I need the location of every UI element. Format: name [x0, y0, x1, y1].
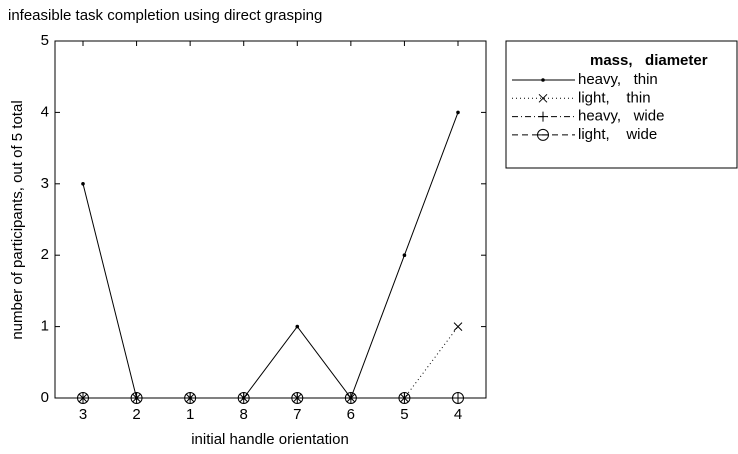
- x-axis-label: initial handle orientation: [191, 431, 349, 448]
- marker: [184, 392, 197, 404]
- legend-marker: [537, 128, 549, 141]
- marker: [130, 392, 143, 404]
- marker: [453, 322, 463, 331]
- marker-dot: [456, 110, 460, 115]
- marker: [237, 392, 250, 404]
- legend-label: heavy, thin: [578, 71, 658, 88]
- marker-stroke: [453, 322, 463, 331]
- y-tick-label: 5: [41, 32, 49, 49]
- legend-header: mass, diameter: [590, 52, 708, 69]
- x-tick-label: 6: [347, 406, 355, 423]
- x-tick-label: 5: [400, 406, 408, 423]
- marker: [295, 324, 300, 329]
- marker-dot: [295, 324, 300, 329]
- marker: [291, 392, 304, 404]
- x-tick-label: 2: [132, 406, 140, 423]
- marker-dot: [81, 182, 85, 186]
- x-tick-label: 1: [186, 406, 194, 423]
- marker: [77, 392, 89, 404]
- legend-label: light, wide: [578, 126, 657, 143]
- legend-marker: [538, 111, 548, 122]
- chart-title: infeasible task completion using direct …: [8, 7, 322, 24]
- marker-dot: [402, 253, 407, 257]
- x-tick-label: 7: [293, 406, 301, 423]
- legend-box: [505, 40, 738, 169]
- y-tick-label: 0: [41, 389, 49, 406]
- x-tick-label: 4: [454, 406, 462, 423]
- marker-stroke: [538, 93, 548, 103]
- legend-label: light, thin: [578, 89, 651, 106]
- legend-label: heavy, wide: [578, 108, 664, 125]
- marker: [344, 392, 357, 404]
- y-tick-label: 3: [41, 175, 49, 192]
- y-axis-label: number of participants, out of 5 total: [9, 100, 26, 339]
- legend-marker: [538, 93, 548, 103]
- marker: [398, 392, 411, 404]
- y-tick-label: 1: [41, 318, 49, 335]
- marker: [81, 182, 85, 186]
- y-tick-label: 4: [41, 103, 49, 120]
- x-tick-label: 3: [79, 406, 87, 423]
- series-line: [82, 112, 459, 400]
- marker: [452, 392, 464, 404]
- marker-dot: [541, 78, 545, 82]
- y-tick-label: 2: [41, 246, 49, 263]
- x-tick-label: 8: [240, 406, 248, 423]
- marker: [456, 110, 460, 115]
- legend-marker: [541, 78, 545, 82]
- plot-frame: [54, 40, 487, 399]
- marker: [402, 253, 407, 257]
